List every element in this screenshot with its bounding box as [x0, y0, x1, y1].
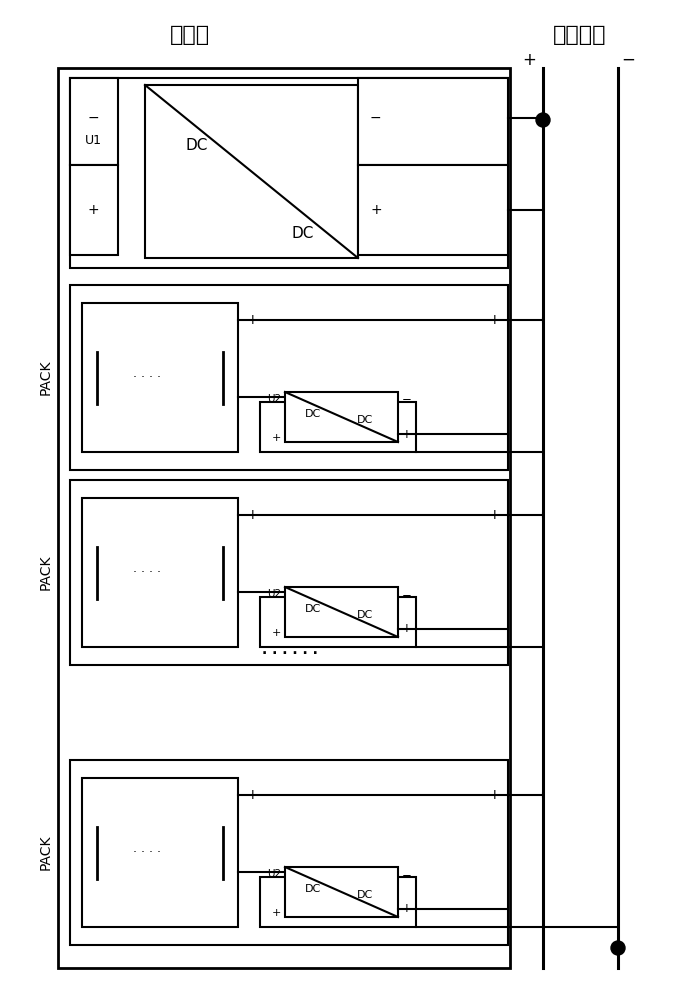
Bar	[285, 392, 398, 442]
Text: PACK: PACK	[39, 835, 53, 870]
Text: −: −	[402, 393, 412, 406]
Bar	[82, 303, 238, 452]
Text: · · · ·: · · · ·	[133, 846, 161, 859]
Bar	[70, 78, 118, 165]
Text: 电池簇: 电池簇	[170, 25, 210, 45]
Text: U2: U2	[267, 589, 281, 599]
Text: −: −	[488, 640, 500, 654]
Text: +: +	[370, 203, 382, 217]
Bar	[260, 402, 416, 452]
Bar	[260, 877, 416, 927]
Bar	[70, 165, 118, 255]
Text: −: −	[402, 868, 412, 882]
Text: −: −	[488, 445, 500, 459]
Bar	[82, 498, 238, 647]
Bar	[285, 867, 398, 917]
Text: U1: U1	[85, 133, 102, 146]
Text: −: −	[246, 865, 258, 879]
Text: −: −	[402, 588, 412, 601]
Text: DC: DC	[305, 884, 321, 894]
Text: PACK: PACK	[39, 555, 53, 590]
Text: U2: U2	[267, 394, 281, 404]
Text: −: −	[370, 111, 382, 125]
Text: · · · ·: · · · ·	[133, 371, 161, 384]
Text: +: +	[246, 508, 258, 522]
Text: +: +	[402, 428, 412, 440]
Text: +: +	[87, 203, 99, 217]
Text: −: −	[87, 111, 99, 125]
Circle shape	[611, 941, 625, 955]
Text: +: +	[522, 51, 536, 69]
Text: +: +	[488, 508, 500, 522]
Bar	[70, 760, 508, 945]
Text: +: +	[402, 622, 412, 636]
Bar	[260, 597, 416, 647]
Text: DC: DC	[357, 890, 373, 900]
Text: DC: DC	[305, 409, 321, 419]
Text: DC: DC	[357, 610, 373, 620]
Text: −: −	[621, 51, 635, 69]
Text: · · · ·: · · · ·	[133, 566, 161, 579]
Bar	[82, 778, 238, 927]
Text: PACK: PACK	[39, 360, 53, 395]
Text: +: +	[246, 788, 258, 802]
Bar	[70, 78, 508, 268]
Text: −: −	[246, 585, 258, 599]
Text: −: −	[246, 390, 258, 404]
Bar	[145, 85, 358, 258]
Circle shape	[536, 113, 550, 127]
Bar	[70, 285, 508, 470]
Bar	[70, 480, 508, 665]
Bar	[58, 68, 510, 968]
Text: +: +	[402, 902, 412, 916]
Text: +: +	[271, 908, 281, 918]
Text: U2: U2	[267, 869, 281, 879]
Text: DC: DC	[357, 415, 373, 425]
Text: . . . . . .: . . . . . .	[262, 643, 318, 657]
Text: +: +	[488, 788, 500, 802]
Text: DC: DC	[305, 604, 321, 614]
Text: +: +	[271, 433, 281, 443]
Bar	[285, 587, 398, 637]
Text: +: +	[246, 313, 258, 327]
Text: −: −	[488, 920, 500, 934]
Bar	[358, 78, 508, 165]
Text: DC: DC	[292, 226, 314, 240]
Text: +: +	[488, 313, 500, 327]
Text: 直流母线: 直流母线	[553, 25, 607, 45]
Text: DC: DC	[185, 137, 209, 152]
Text: +: +	[271, 628, 281, 638]
Bar	[358, 165, 508, 255]
